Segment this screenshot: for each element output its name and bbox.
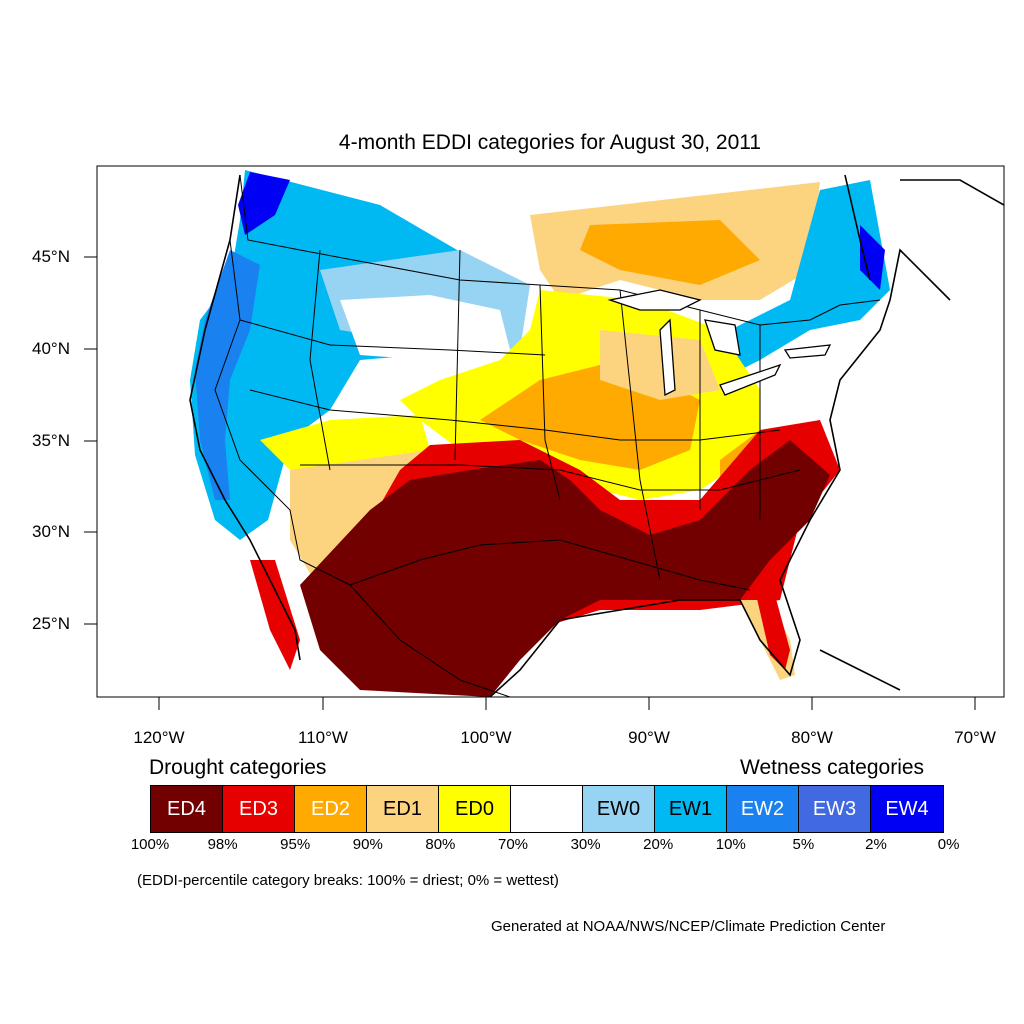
wetness-heading: Wetness categories <box>740 756 925 779</box>
mexico-ed3 <box>250 560 300 670</box>
drought-heading: Drought categories <box>149 756 327 779</box>
legend-category-box: ED1 <box>367 786 439 832</box>
map-content <box>189 170 1004 697</box>
west-coast-wet-strong <box>195 250 260 500</box>
legend-percent-label: 95% <box>280 836 311 853</box>
plot-border <box>96 165 1005 698</box>
legend-category-box: ED0 <box>439 786 511 832</box>
legend-colorbar: ED4 ED3 ED2 ED1 ED0 EW0 EW1 EW2 EW3 EW4 <box>150 785 944 833</box>
canada-drought-moderate <box>580 220 760 285</box>
legend-percent-label: 30% <box>570 836 601 853</box>
chart-title: 4-month EDDI categories for August 30, 2… <box>338 131 762 154</box>
legend-percent-label: 98% <box>207 836 238 853</box>
lat-tick-label: 35°N <box>32 431 70 450</box>
legend-category-box: ED4 <box>151 786 223 832</box>
northern-plains-white <box>340 295 510 360</box>
legend-percent-label: 80% <box>425 836 456 853</box>
lat-tick-label: 25°N <box>32 614 70 633</box>
credit-line: Generated at NOAA/NWS/NCEP/Climate Predi… <box>491 918 886 935</box>
legend-percent-label: 100% <box>130 836 170 853</box>
legend-percent-label: 0% <box>937 836 960 853</box>
florida-ed3 <box>755 590 790 670</box>
legend-category-box: EW1 <box>655 786 727 832</box>
legend-percent-label: 10% <box>715 836 746 853</box>
legend-percent-label: 70% <box>497 836 529 853</box>
legend-category-box: EW4 <box>871 786 943 832</box>
legend-category-box: ED2 <box>295 786 367 832</box>
legend-category-box: EW2 <box>727 786 799 832</box>
state-borders <box>214 174 881 697</box>
legend-category-box: EW0 <box>583 786 655 832</box>
legend-percent-label: 5% <box>792 836 815 853</box>
category-note: (EDDI-percentile category breaks: 100% =… <box>137 872 559 889</box>
legend-percent-label: 90% <box>352 836 383 853</box>
southwest-yellow <box>260 415 430 470</box>
lon-tick-label: 80°W <box>791 728 833 747</box>
lon-tick-label: 90°W <box>628 728 670 747</box>
lon-tick-label: 70°W <box>954 728 996 747</box>
southern-plains-ed4 <box>300 440 830 697</box>
lat-tick-label: 40°N <box>32 339 70 358</box>
lat-tick-label: 30°N <box>32 522 70 541</box>
northwest-very-wet <box>238 172 290 235</box>
lon-tick-label: 100°W <box>460 728 512 747</box>
legend-category-box: ED3 <box>223 786 295 832</box>
great-lakes <box>607 289 832 397</box>
coastlines <box>189 174 1004 697</box>
legend-category-box <box>511 786 583 832</box>
eddi-map <box>84 165 1005 710</box>
lat-tick-label: 45°N <box>32 247 70 266</box>
tick-marks <box>84 256 976 710</box>
lon-tick-label: 110°W <box>298 728 348 747</box>
legend-percent-label: 20% <box>643 836 674 853</box>
legend-category-box: EW3 <box>799 786 871 832</box>
northeast-wet <box>720 180 890 380</box>
lon-tick-label: 120°W <box>133 728 185 747</box>
new-england-very-wet <box>860 225 885 290</box>
legend-percent-label: 2% <box>865 836 887 853</box>
